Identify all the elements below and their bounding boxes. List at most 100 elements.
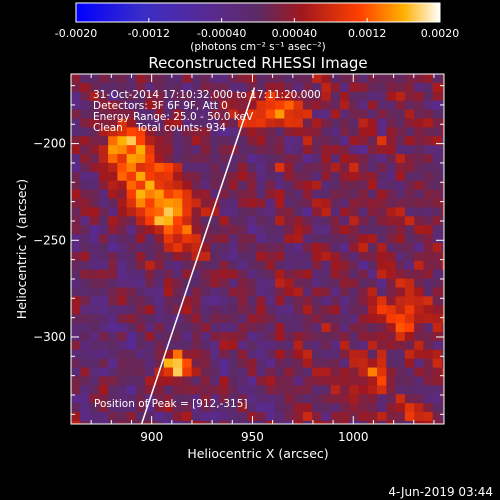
heatmap-cell <box>145 100 156 111</box>
heatmap-cell <box>432 189 443 200</box>
heatmap-cell <box>423 296 434 306</box>
heatmap-cell <box>404 180 415 191</box>
heatmap-cell <box>71 394 81 404</box>
heatmap-cell <box>71 189 81 200</box>
heatmap-cell <box>302 323 313 333</box>
heatmap-cell <box>237 323 248 333</box>
heatmap-cell <box>210 331 220 342</box>
heatmap-cell <box>312 145 323 155</box>
heatmap-cell <box>219 331 230 342</box>
heatmap-cell <box>154 82 165 93</box>
heatmap-cell <box>108 269 118 280</box>
heatmap-cell <box>330 162 341 173</box>
heatmap-cell <box>293 243 304 253</box>
heatmap-cell <box>247 278 258 289</box>
heatmap-cell <box>200 91 211 102</box>
heatmap-cell <box>404 234 415 244</box>
heatmap-cell <box>182 367 193 378</box>
heatmap-cell <box>293 403 304 413</box>
heatmap-cell <box>191 367 202 378</box>
heatmap-cell <box>182 358 193 369</box>
heatmap-cell <box>80 162 91 173</box>
heatmap-cell <box>386 171 397 182</box>
heatmap-cell <box>275 358 285 369</box>
heatmap-cell <box>432 243 443 253</box>
heatmap-cell <box>367 162 378 173</box>
heatmap-cell <box>367 82 378 93</box>
heatmap-cell <box>98 376 109 386</box>
heatmap-cell <box>312 171 323 182</box>
heatmap-cell <box>339 198 350 209</box>
heatmap-cell <box>367 420 378 424</box>
heatmap-cell <box>89 100 100 111</box>
heatmap-cell <box>256 100 267 111</box>
heatmap-cell <box>275 180 285 191</box>
heatmap-cell <box>293 100 304 111</box>
heatmap-cell <box>432 420 443 424</box>
heatmap-cell <box>108 154 118 164</box>
heatmap-cell <box>154 234 165 244</box>
heatmap-cell <box>89 358 100 369</box>
heatmap-cell <box>228 127 239 137</box>
heatmap-cell <box>126 358 137 369</box>
heatmap-cell <box>237 127 248 137</box>
heatmap-cell <box>275 340 285 351</box>
heatmap-cell <box>98 349 109 360</box>
heatmap-cell <box>432 180 443 191</box>
heatmap-cell <box>117 296 128 306</box>
heatmap-cell <box>349 162 360 173</box>
heatmap-cell <box>395 251 406 262</box>
heatmap-cell <box>145 91 156 102</box>
heatmap-cell <box>321 162 332 173</box>
heatmap-cell <box>349 367 360 378</box>
heatmap-cell <box>423 251 434 262</box>
heatmap-cell <box>228 331 239 342</box>
heatmap-cell <box>321 269 332 280</box>
heatmap-cell <box>395 145 406 155</box>
heatmap-cell <box>89 260 100 271</box>
heatmap-cell <box>237 305 248 315</box>
heatmap-cell <box>154 385 165 395</box>
heatmap-cell <box>349 100 360 111</box>
heatmap-cell <box>367 278 378 289</box>
heatmap-cell <box>237 412 248 422</box>
heatmap-cell <box>173 82 183 93</box>
heatmap-cell <box>80 207 91 217</box>
heatmap-cell <box>275 136 285 146</box>
heatmap-cell <box>265 287 276 297</box>
heatmap-cell <box>228 74 239 84</box>
heatmap-cell <box>200 367 211 378</box>
heatmap-cell <box>163 331 174 342</box>
heatmap-cell <box>321 278 332 289</box>
heatmap-cell <box>312 340 323 351</box>
heatmap-cell <box>367 145 378 155</box>
heatmap-cell <box>395 234 406 244</box>
heatmap-cell <box>367 376 378 386</box>
heatmap-cell <box>414 145 425 155</box>
heatmap-cell <box>210 278 220 289</box>
heatmap-cell <box>386 403 397 413</box>
heatmap-cell <box>395 376 406 386</box>
heatmap-cell <box>358 340 369 351</box>
heatmap-cell <box>173 109 183 120</box>
heatmap-cell <box>71 171 81 182</box>
heatmap-cell <box>423 349 434 360</box>
heatmap-cell <box>71 349 81 360</box>
heatmap-cell <box>386 376 397 386</box>
heatmap-cell <box>293 225 304 235</box>
heatmap-cell <box>321 358 332 369</box>
heatmap-cell <box>386 216 397 226</box>
heatmap-cell <box>71 145 81 155</box>
heatmap-cell <box>265 198 276 209</box>
heatmap-cell <box>237 162 248 173</box>
heatmap-cell <box>191 269 202 280</box>
heatmap-cell <box>98 385 109 395</box>
heatmap-cell <box>247 340 258 351</box>
heatmap-cell <box>117 234 128 244</box>
heatmap-cell <box>302 171 313 182</box>
heatmap-cell <box>321 127 332 137</box>
heatmap-cell <box>432 269 443 280</box>
heatmap-cell <box>423 243 434 253</box>
heatmap-cell <box>117 109 128 120</box>
heatmap-cell <box>256 180 267 191</box>
